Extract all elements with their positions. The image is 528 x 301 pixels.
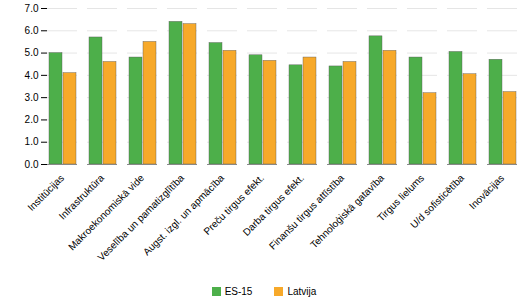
svg-text:Inovācijas: Inovācijas [467, 172, 506, 211]
svg-text:3.0: 3.0 [25, 92, 39, 103]
html-text:ES-15: ES-15 [224, 285, 253, 297]
svg-text:Augst. izgl. un apmācība: Augst. izgl. un apmācība [141, 172, 227, 258]
svg-text:7.0: 7.0 [25, 3, 39, 14]
svg-text:Infrastruktūra: Infrastruktūra [56, 172, 107, 222]
svg-text:Veselība un pamatizglītība: Veselība un pamatizglītība [95, 172, 187, 263]
svg-text:2.0: 2.0 [25, 114, 39, 125]
svg-text:Tehnoloģiskā gatavība: Tehnoloģiskā gatavība [307, 171, 386, 250]
svg-text:Darba tirgus efekt.: Darba tirgus efekt. [240, 172, 307, 238]
svg-text:Institūcijas: Institūcijas [25, 172, 66, 213]
svg-text:Finanšu tirgus attīstība: Finanšu tirgus attīstība [267, 172, 347, 252]
svg-text:Makroekonomiskā vide: Makroekonomiskā vide [66, 172, 146, 252]
svg-text:5.0: 5.0 [25, 47, 39, 58]
svg-text:1.0: 1.0 [25, 136, 39, 147]
svg-text:4.0: 4.0 [25, 70, 39, 81]
html-text:Latvija: Latvija [287, 285, 317, 297]
svg-text:U/d sofisticētība: U/d sofisticētība [408, 172, 466, 230]
svg-text:Preču tirgus efekt.: Preču tirgus efekt. [201, 172, 267, 237]
svg-text:6.0: 6.0 [25, 25, 39, 36]
svg-text:Tirgus lielums: Tirgus lielums [375, 172, 427, 224]
svg-text:0.0: 0.0 [25, 159, 39, 170]
